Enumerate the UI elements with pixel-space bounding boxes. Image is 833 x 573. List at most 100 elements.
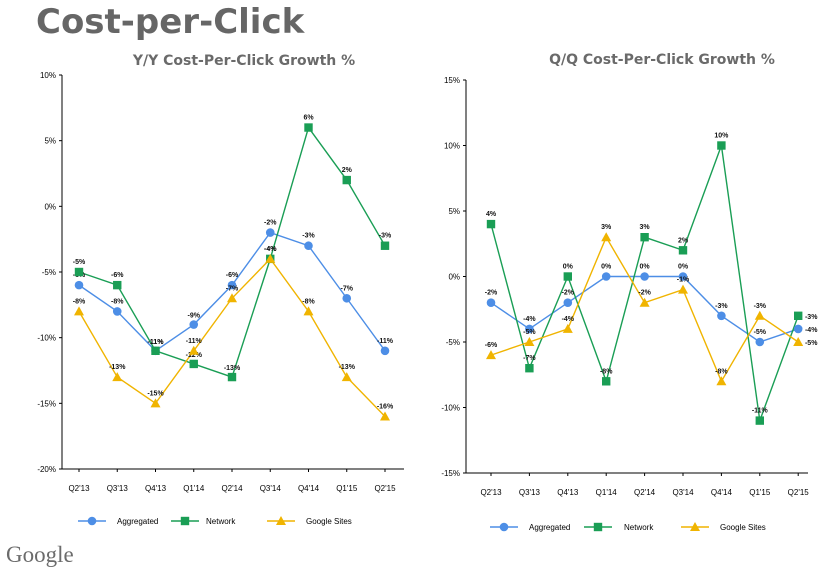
qq-point-aggregated: [678, 272, 688, 281]
qq-y-tick-label: -5%: [446, 338, 460, 347]
qq-data-label-network: 2%: [678, 237, 689, 244]
qq-x-tick-label: Q4'14: [711, 488, 733, 497]
qq-point-google-sites: [486, 350, 496, 360]
yy-data-label-google-sites: -8%: [302, 298, 315, 305]
qq-data-label-aggregated: -5%: [754, 329, 767, 336]
qq-point-aggregated: [755, 337, 765, 347]
yy-data-label-aggregated: -6%: [226, 272, 239, 279]
qq-x-tick-label: Q2'14: [634, 488, 656, 497]
qq-series-line-google-sites: [490, 235, 799, 383]
yy-data-label-aggregated: -11%: [377, 338, 394, 345]
qq-point-network: [640, 233, 649, 242]
yy-point-aggregated: [265, 228, 275, 237]
yy-point-google-sites: [112, 372, 123, 382]
qq-point-aggregated: [793, 324, 803, 334]
qq-point-network: [678, 246, 688, 255]
yy-x-tick-label: Q3'13: [107, 484, 129, 493]
yy-x-tick-label: Q2'14: [221, 484, 243, 493]
yy-y-tick-label: 0%: [44, 202, 56, 211]
qq-y-tick-label: 0%: [448, 273, 460, 282]
yy-legend-marker-google-sites: [276, 516, 286, 525]
page-title: Cost-per-Click: [36, 2, 305, 42]
yy-y-tick-label: 5%: [44, 137, 56, 146]
yy-cpc-chart: Y/Y Cost-Per-Click Growth % -20% -15% -10% -…: [37, 53, 404, 526]
yy-data-label-google-sites: -13%: [109, 364, 126, 371]
yy-legend-label-google-sites: Google Sites: [306, 517, 352, 526]
qq-data-label-network: 10%: [714, 133, 729, 140]
yy-data-label-network: -11%: [148, 339, 165, 346]
qq-cpc-chart: Q/Q Cost-Per-Click Growth % -15% -10% -5% 0%…: [441, 52, 818, 532]
yy-data-label-network: 6%: [303, 115, 314, 122]
google-logo: Google: [6, 542, 74, 567]
yy-x-tick-label: Q4'13: [145, 484, 167, 493]
qq-y-tick-label: -10%: [441, 404, 460, 413]
qq-legend-label-aggregated: Aggregated: [529, 523, 570, 532]
qq-data-label-aggregated: 0%: [678, 264, 689, 271]
qq-x-tick-label: Q1'15: [749, 488, 771, 497]
yy-data-label-network: -3%: [379, 233, 392, 240]
qq-data-label-network: -7%: [523, 355, 536, 362]
qq-point-aggregated: [525, 324, 534, 334]
qq-data-label-network: -8%: [600, 368, 613, 375]
yy-data-label-google-sites: -15%: [147, 390, 164, 397]
qq-point-network: [486, 219, 496, 229]
yy-x-tick-label: Q2'15: [374, 484, 396, 493]
yy-point-google-sites: [380, 411, 390, 421]
yy-data-label-network: -6%: [111, 272, 124, 279]
qq-point-google-sites: [639, 297, 650, 307]
yy-point-google-sites: [188, 345, 199, 355]
qq-point-google-sites: [754, 310, 765, 320]
qq-legend-marker-network: [593, 522, 603, 532]
qq-point-network: [755, 416, 764, 425]
yy-point-google-sites: [74, 306, 84, 316]
qq-series-line-aggregated: [490, 275, 799, 343]
qq-x-tick-label: Q2'13: [480, 488, 502, 497]
qq-point-network: [717, 141, 726, 150]
qq-point-aggregated: [640, 272, 649, 281]
qq-data-label-google-sites: -2%: [638, 290, 651, 297]
yy-x-tick-label: Q2'13: [68, 484, 90, 493]
qq-data-label-google-sites: 3%: [601, 224, 612, 231]
qq-point-google-sites: [678, 284, 688, 294]
qq-data-label-aggregated: 0%: [601, 264, 612, 271]
yy-point-google-sites: [341, 372, 352, 382]
yy-data-label-google-sites: -4%: [264, 246, 277, 253]
yy-data-label-aggregated: -7%: [341, 285, 354, 292]
yy-point-network: [342, 175, 351, 185]
qq-point-google-sites: [716, 376, 727, 386]
qq-x-tick-label: Q3'13: [519, 488, 541, 497]
qq-y-tick-label: 10%: [444, 142, 460, 151]
yy-x-tick-label: Q1'15: [336, 484, 358, 493]
qq-point-network: [563, 272, 572, 281]
qq-series-line-network: [490, 145, 799, 421]
yy-point-aggregated: [304, 241, 313, 251]
qq-point-aggregated: [717, 311, 726, 321]
yy-data-label-network: -13%: [224, 365, 241, 372]
yy-x-tick-label: Q1'14: [183, 484, 205, 493]
qq-x-tick-label: Q3'14: [672, 488, 694, 497]
qq-y-tick-label: 5%: [448, 207, 460, 216]
qq-data-label-google-sites: -4%: [562, 316, 575, 323]
qq-data-label-aggregated: 0%: [640, 264, 651, 271]
yy-data-label-aggregated: -9%: [188, 313, 201, 320]
qq-data-label-google-sites: -6%: [485, 342, 498, 349]
qq-point-aggregated: [563, 298, 573, 308]
yy-y-tick-label: -5%: [42, 268, 56, 277]
yy-chart-title: Y/Y Cost-Per-Click Growth %: [132, 53, 355, 69]
yy-data-label-network: -5%: [73, 259, 86, 266]
yy-point-network: [304, 123, 313, 132]
qq-point-network: [525, 364, 534, 373]
yy-data-label-google-sites: -8%: [73, 298, 86, 305]
yy-y-tick-label: -20%: [37, 465, 56, 474]
yy-data-label-google-sites: -11%: [186, 338, 203, 345]
yy-y-tick-label: -10%: [37, 334, 56, 343]
qq-point-network: [602, 377, 611, 386]
yy-legend-label-network: Network: [206, 517, 236, 526]
qq-data-label-aggregated: -2%: [562, 290, 575, 297]
yy-series-line-network: [78, 125, 386, 378]
qq-data-label-aggregated: -4%: [523, 316, 536, 323]
qq-data-label-network: 3%: [640, 224, 651, 231]
yy-point-network: [151, 346, 160, 355]
yy-point-google-sites: [227, 293, 237, 303]
qq-data-label-google-sites: -3%: [754, 303, 767, 310]
